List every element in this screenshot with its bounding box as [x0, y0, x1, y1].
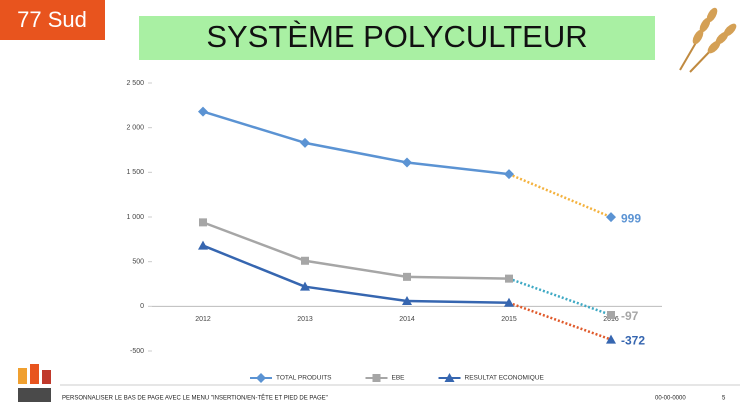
point: [301, 256, 309, 265]
line-segment: [406, 275, 510, 280]
wheat-icon: [679, 7, 737, 73]
x-tick-label: 2012: [195, 316, 211, 323]
slide-title: SYSTÈME POLYCULTEUR: [206, 19, 587, 54]
y-tick-label: 500: [132, 259, 144, 266]
point: [198, 106, 208, 117]
point: [300, 137, 310, 148]
point: [606, 212, 616, 223]
x-tick-label: 2016: [603, 316, 619, 323]
legend-label: EBE: [392, 375, 406, 382]
title-box: [139, 16, 655, 60]
legend-marker: [256, 373, 266, 383]
projection-segment: [508, 301, 612, 341]
legend-marker: [372, 374, 381, 382]
badge: 77 Sud: [17, 7, 87, 32]
footer-date: 00-00-0000: [655, 396, 686, 402]
footer-note: PERSONNALISER LE BAS DE PAGE AVEC LE MEN…: [62, 394, 328, 402]
legend-marker: [444, 373, 455, 382]
x-tick-label: 2013: [297, 316, 313, 323]
y-tick-label: 2 000: [126, 125, 144, 132]
line-segment: [304, 141, 408, 164]
x-tick-label: 2014: [399, 316, 415, 323]
point: [300, 281, 310, 291]
x-tick-label: 2015: [501, 316, 517, 323]
line-segment: [304, 259, 408, 279]
legend-label: RESULTAT ECONOMIQUE: [465, 375, 545, 382]
y-tick-label: 1 000: [126, 214, 144, 221]
point: [199, 218, 207, 227]
point: [403, 272, 411, 281]
point: [606, 334, 616, 344]
line-segment: [406, 299, 510, 305]
point: [402, 295, 412, 305]
point: [198, 240, 208, 250]
point: [607, 310, 615, 319]
point: [504, 169, 514, 180]
line-segment: [202, 110, 306, 145]
y-tick-label: 0: [140, 303, 144, 310]
legend-label: TOTAL PRODUITS: [276, 375, 332, 382]
line-segment: [202, 244, 306, 288]
line-segment: [202, 221, 306, 262]
y-tick-label: -500: [130, 348, 144, 355]
badge-box: [0, 0, 105, 40]
line-segment: [304, 285, 408, 303]
data-label: -97: [621, 309, 639, 323]
logo: [18, 364, 51, 402]
page-number: 5: [722, 396, 726, 402]
y-tick-label: 2 500: [126, 80, 144, 87]
point: [505, 274, 513, 283]
y-tick-label: 1 500: [126, 169, 144, 176]
point: [402, 157, 412, 168]
point: [504, 297, 514, 307]
line-segment: [406, 161, 510, 176]
data-label: 999: [621, 211, 641, 225]
projection-segment: [508, 172, 612, 219]
data-label: -372: [621, 334, 645, 348]
